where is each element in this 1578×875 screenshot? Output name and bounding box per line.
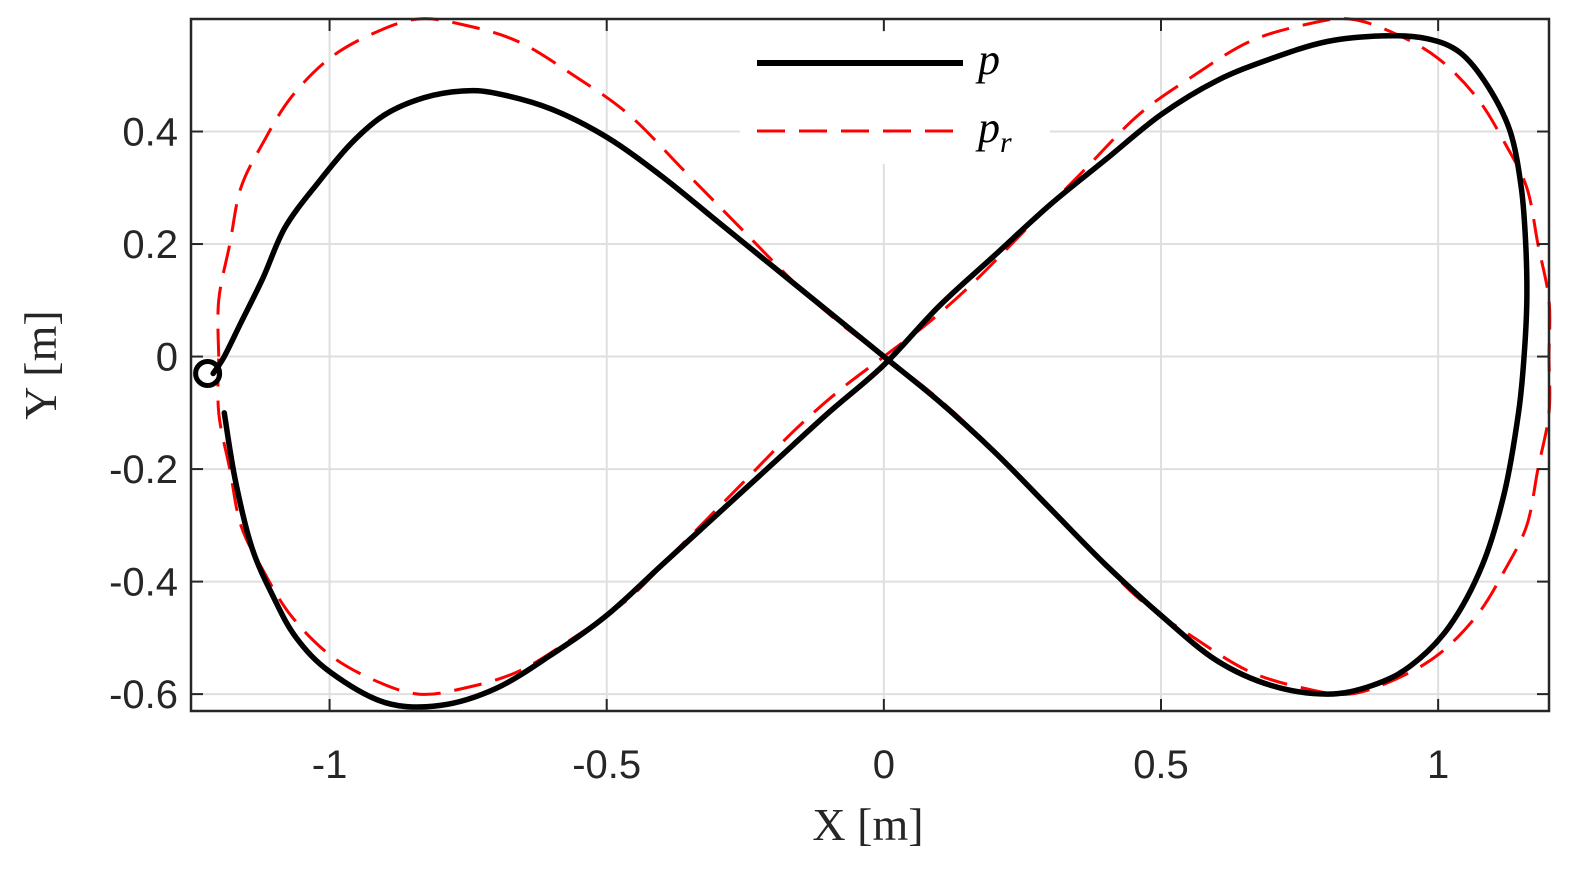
marker-layer	[193, 358, 223, 388]
y-tick-label: 0	[156, 336, 178, 380]
y-tick-label: -0.2	[109, 448, 178, 492]
x-tick-label: -1	[312, 743, 348, 787]
tick-labels: -1 -0.5 0 0.5 1 -0.6 -0.4 -0.2 0 0.2 0.4	[109, 111, 1449, 787]
y-tick-label: -0.4	[109, 561, 178, 605]
legend-label-p: p	[975, 35, 1000, 84]
legend-label-pr: pr	[975, 103, 1012, 159]
plot-area-frame	[189, 17, 1551, 713]
legend-background	[740, 32, 1050, 164]
x-tick-label: 0.5	[1133, 743, 1189, 787]
legend-label-pr-text: p	[975, 103, 1000, 152]
legend-label-pr-subscript: r	[1000, 126, 1012, 159]
start-marker	[193, 358, 223, 388]
x-tick-label: 1	[1427, 743, 1449, 787]
axis-ticks	[191, 19, 1549, 711]
x-tick-label: 0	[873, 743, 895, 787]
y-axis-label: Y [m]	[15, 310, 66, 419]
x-axis-label: X [m]	[812, 799, 923, 850]
series-line-actual	[210, 32, 1530, 710]
y-tick-label: 0.2	[122, 223, 178, 267]
x-tick-label: -0.5	[572, 743, 641, 787]
legend-label-p-text: p	[975, 35, 1000, 84]
y-tick-label: -0.6	[109, 673, 178, 717]
legend: p pr	[740, 32, 1050, 164]
y-tick-label: 0.4	[122, 111, 178, 155]
